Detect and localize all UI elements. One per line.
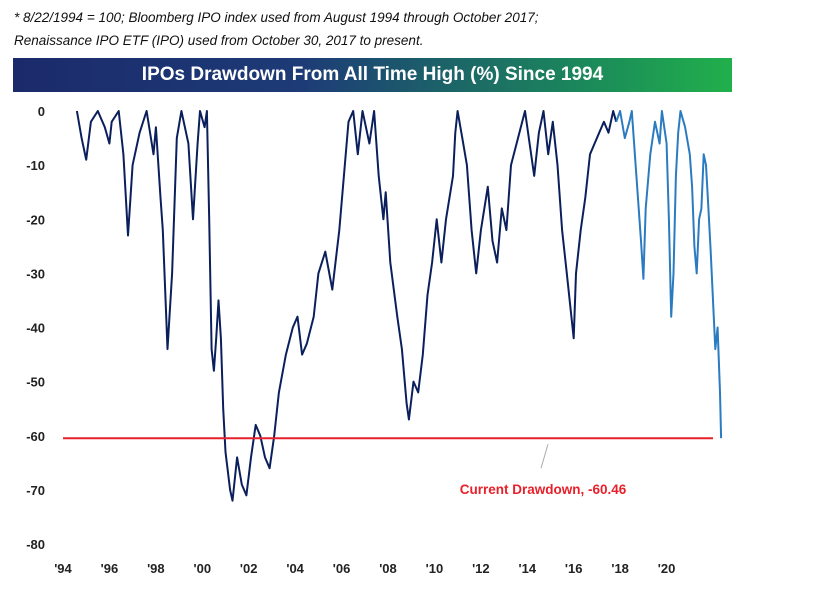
series-layer bbox=[75, 110, 723, 502]
x-tick-label: '14 bbox=[519, 561, 537, 576]
x-tick-label: '00 bbox=[194, 561, 212, 576]
y-tick-label: -30 bbox=[26, 266, 45, 281]
current-drawdown-label: Current Drawdown, -60.46 bbox=[460, 482, 627, 497]
y-tick-label: -20 bbox=[26, 212, 45, 227]
y-tick-label: -10 bbox=[26, 158, 45, 173]
footnote-line-1: * 8/22/1994 = 100; Bloomberg IPO index u… bbox=[14, 10, 539, 25]
x-tick-label: '08 bbox=[379, 561, 397, 576]
annotation-leader-line bbox=[540, 444, 549, 469]
y-tick-label: -60 bbox=[26, 429, 45, 444]
x-tick-label: '94 bbox=[54, 561, 72, 576]
x-tick-label: '98 bbox=[147, 561, 165, 576]
x-tick-label: '96 bbox=[101, 561, 119, 576]
x-tick-label: '10 bbox=[426, 561, 444, 576]
y-tick-label: -50 bbox=[26, 375, 45, 390]
y-tick-label: -40 bbox=[26, 321, 45, 336]
series-line-bloomberg bbox=[75, 110, 618, 502]
x-tick-label: '02 bbox=[240, 561, 258, 576]
x-tick-label: '12 bbox=[472, 561, 490, 576]
y-tick-label: -80 bbox=[26, 537, 45, 552]
x-tick-label: '04 bbox=[286, 561, 304, 576]
footnote-line-2: Renaissance IPO ETF (IPO) used from Octo… bbox=[14, 33, 424, 48]
y-tick-label: -70 bbox=[26, 483, 45, 498]
x-axis: '94 '96 '98 '00 '02 '04 '06 '08 '10 '12 '14 '16 '18 '… bbox=[54, 561, 675, 576]
y-tick-label: 0 bbox=[38, 104, 45, 119]
x-tick-label: '16 bbox=[565, 561, 583, 576]
y-axis: 0 -10 -20 -30 -40 -50 -60 -70 -80 bbox=[26, 104, 45, 552]
chart-title: IPOs Drawdown From All Time High (%) Sin… bbox=[13, 58, 732, 92]
x-tick-label: '18 bbox=[611, 561, 629, 576]
x-tick-label: '20 bbox=[658, 561, 676, 576]
x-tick-label: '06 bbox=[333, 561, 351, 576]
series-line-renaissance bbox=[615, 110, 723, 439]
